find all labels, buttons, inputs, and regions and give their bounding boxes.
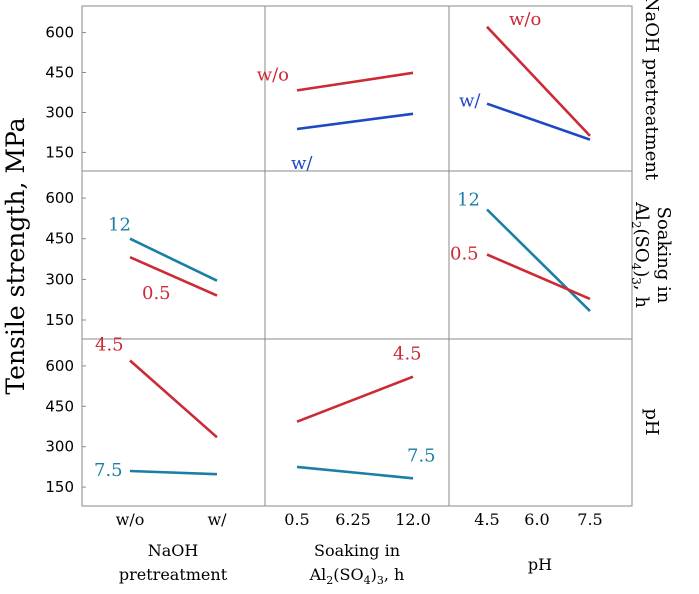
x-tick-soak-2: 12.0 xyxy=(395,510,431,529)
series-line-r2c1-75 xyxy=(296,465,414,480)
y-tick-r1-450: 450 xyxy=(45,230,74,248)
row-factor-labels: NaOH pretreatment Soaking in Al2(SO4)3, … xyxy=(629,0,674,436)
x-tick-naoh-1: w/ xyxy=(207,510,227,529)
series-line-r1c2-12 xyxy=(486,208,591,313)
grid-border xyxy=(81,5,633,507)
row-label-ph: pH xyxy=(641,408,662,435)
x-tick-soak-1: 6.25 xyxy=(335,510,371,529)
x-tick-naoh-0: w/o xyxy=(116,510,145,529)
series-label-r2c1-75: 7.5 xyxy=(407,445,436,466)
series-label-r2c1-45: 4.5 xyxy=(393,344,422,365)
y-tick-r2-450: 450 xyxy=(45,397,74,415)
col-label-soak-line1: Soaking in xyxy=(314,541,400,560)
col-label-naoh-line1: NaOH xyxy=(148,541,199,560)
series-line-r2c0-45 xyxy=(129,359,218,439)
y-tick-labels: 600 450 300 150 600 450 300 150 600 450 300 150 xyxy=(45,24,86,496)
col-label-soak-line2: Al2(SO4)3, h xyxy=(309,565,405,587)
panel-grid xyxy=(81,5,633,507)
series-line-r1c0-12 xyxy=(129,237,218,282)
series-line-r0c1-w xyxy=(296,112,414,131)
series-line-r1c2-05 xyxy=(486,253,591,301)
column-factor-labels: NaOH pretreatment Soaking in Al2(SO4)3, … xyxy=(119,541,552,587)
y-tick-r2-300: 300 xyxy=(45,438,74,456)
col-label-naoh-line2: pretreatment xyxy=(119,565,228,584)
series-labels: w/o w/w/o w/12 0.5 12 0.5 4.5 7.5 4.5 7.5 xyxy=(94,9,541,481)
series-label-r2c0-45: 4.5 xyxy=(95,335,124,356)
x-tick-soak-0: 0.5 xyxy=(284,510,309,529)
row-label-soak-line1: Soaking in xyxy=(653,207,674,304)
y-tick-r2-600: 600 xyxy=(45,357,74,375)
col-label-ph: pH xyxy=(528,555,552,574)
y-tick-r0-300: 300 xyxy=(45,104,74,122)
series-label-r1c0-05: 0.5 xyxy=(142,283,171,304)
y-axis-title: Tensile strength, MPa xyxy=(1,117,30,394)
series-line-r0c1-wo xyxy=(296,71,414,92)
row-label-soak-line2: Al2(SO4)3, h xyxy=(629,201,652,308)
series-label-r2c0-75: 7.5 xyxy=(94,460,123,481)
x-tick-ph-0: 4.5 xyxy=(474,510,499,529)
series-label-r1c2-05: 0.5 xyxy=(450,244,479,265)
series-label-r1c2-12: 12 xyxy=(457,190,480,211)
series-line-r2c0-75 xyxy=(129,469,218,476)
series-line-r2c1-45 xyxy=(296,375,414,423)
y-tick-r1-600: 600 xyxy=(45,189,74,207)
x-tick-labels: w/o w/ 0.5 6.25 12.0 4.5 6.0 7.5 xyxy=(116,510,603,529)
y-tick-r1-300: 300 xyxy=(45,270,74,288)
series-label-r1c0-12: 12 xyxy=(108,215,131,236)
row-label-naoh: NaOH pretreatment xyxy=(641,0,662,181)
y-tick-r1-150: 150 xyxy=(45,311,74,329)
series-label-r0c2-w: w/ xyxy=(459,91,481,112)
y-tick-r0-600: 600 xyxy=(45,24,74,42)
x-tick-ph-2: 7.5 xyxy=(577,510,602,529)
series-line-r0c2-w xyxy=(486,102,591,141)
series-label-r0c1-wo: w/o xyxy=(257,64,289,85)
series-label-r0c1-w: w/ xyxy=(291,153,313,174)
y-tick-r0-450: 450 xyxy=(45,64,74,82)
y-tick-r0-150: 150 xyxy=(45,143,74,161)
series-layer xyxy=(129,25,591,480)
series-line-r1c0-05 xyxy=(129,256,218,297)
y-tick-r2-150: 150 xyxy=(45,478,74,496)
x-tick-ph-1: 6.0 xyxy=(524,510,549,529)
series-line-r0c2-wo xyxy=(486,25,591,137)
series-label-r0c2-wo: w/o xyxy=(509,9,541,30)
